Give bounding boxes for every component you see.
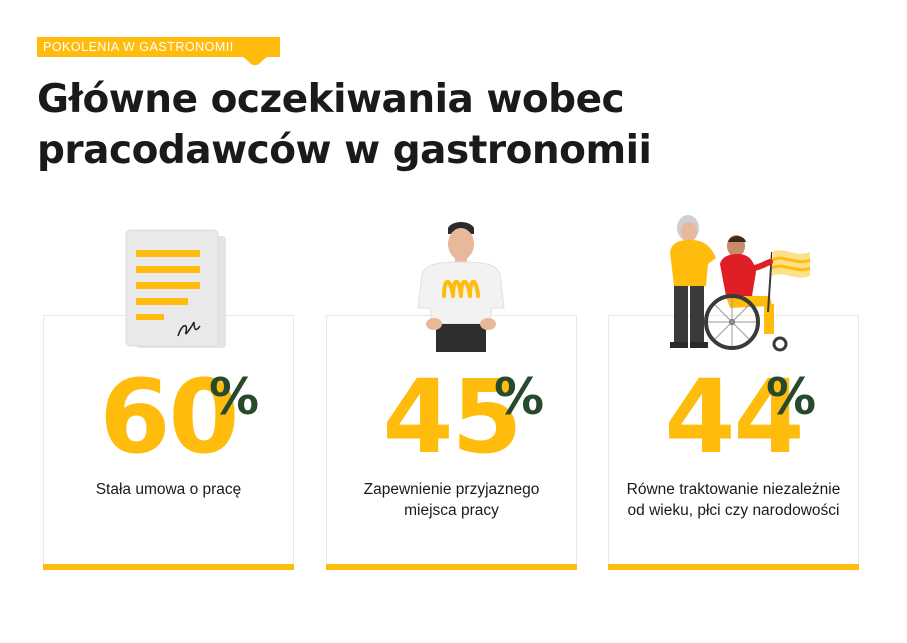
stat-label: Zapewnienie przyjaznego miejsca pracy bbox=[337, 479, 566, 521]
page-title-line-1: Główne oczekiwania wobec bbox=[37, 77, 625, 122]
stat-label: Stała umowa o pracę bbox=[54, 479, 283, 500]
stat-label-line-1: Równe traktowanie niezależnie bbox=[626, 481, 841, 498]
card-accent-bar bbox=[326, 564, 577, 570]
stat-card-equal-treatment: 44 % Równe traktowanie niezależnie od wi… bbox=[608, 315, 859, 570]
stat-label: Równe traktowanie niezależnie od wieku, … bbox=[619, 479, 848, 521]
stat-label-line-2: miejsca pracy bbox=[404, 502, 499, 519]
employee-illustration-icon bbox=[417, 222, 505, 352]
stat-label-line-1: Stała umowa o pracę bbox=[95, 481, 242, 498]
card-accent-bar bbox=[608, 564, 859, 570]
stat-unit: % bbox=[209, 368, 260, 426]
stat-card-friendly-workplace: 45 % Zapewnienie przyjaznego miejsca pra… bbox=[326, 315, 577, 570]
stat-value: 60 bbox=[99, 358, 240, 477]
stat-card-contract: 60 % Stała umowa o pracę bbox=[43, 315, 294, 570]
stat-unit: % bbox=[766, 368, 817, 426]
stat-value: 44 bbox=[664, 358, 805, 477]
category-tag-label: POKOLENIA W GASTRONOMII bbox=[43, 40, 234, 54]
stat-label-line-2: od wieku, płci czy narodowości bbox=[627, 502, 840, 519]
stat-value: 45 bbox=[382, 358, 523, 477]
tag-drip-shape bbox=[232, 53, 280, 66]
stat-unit: % bbox=[494, 368, 545, 426]
diverse-people-illustration-icon bbox=[670, 215, 811, 352]
page-title: Główne oczekiwania wobec pracodawców w g… bbox=[37, 74, 652, 176]
card-accent-bar bbox=[43, 564, 294, 570]
contract-document-icon bbox=[125, 229, 226, 348]
stat-label-line-1: Zapewnienie przyjaznego bbox=[363, 481, 540, 498]
category-tag: POKOLENIA W GASTRONOMII bbox=[37, 37, 280, 66]
page-title-line-2: pracodawców w gastronomii bbox=[37, 128, 652, 173]
